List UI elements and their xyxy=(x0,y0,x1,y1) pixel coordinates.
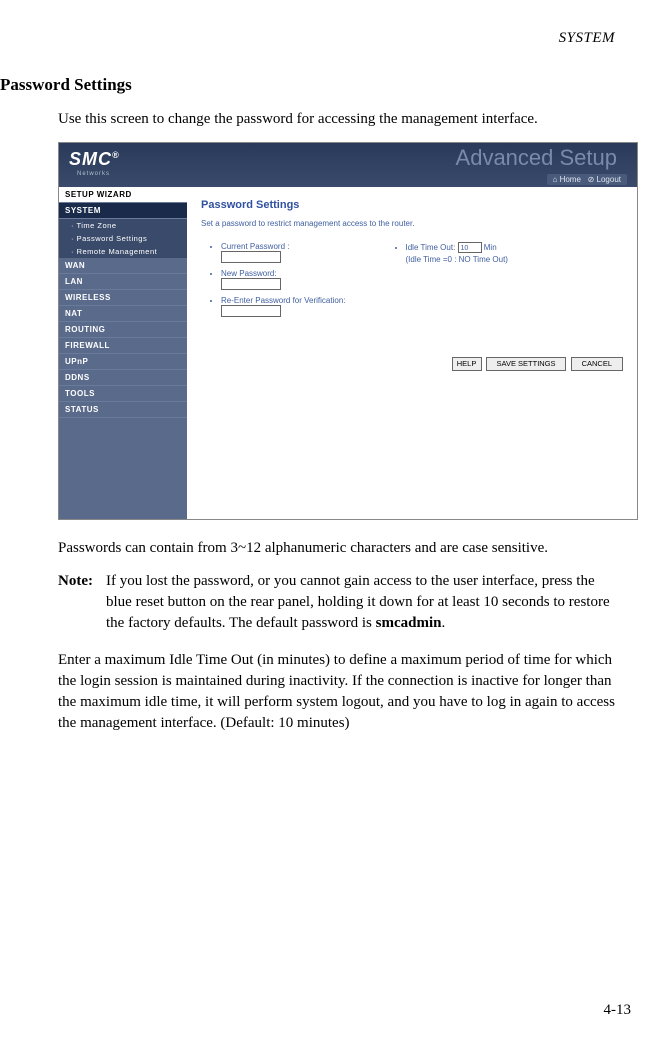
reenter-password-row: Re-Enter Password for Verification: xyxy=(221,296,346,317)
note-text: If you lost the password, or you cannot … xyxy=(106,571,615,634)
nav-setup-wizard[interactable]: SETUP WIZARD xyxy=(59,187,187,203)
nav-tools[interactable]: TOOLS xyxy=(59,386,187,402)
current-password-label: Current Password : xyxy=(221,242,289,251)
nav-wan[interactable]: WAN xyxy=(59,258,187,274)
nav-lan[interactable]: LAN xyxy=(59,274,187,290)
logout-link[interactable]: ⊘ Logout xyxy=(588,175,621,184)
sidebar-nav: SETUP WIZARD SYSTEM Time Zone Password S… xyxy=(59,187,187,520)
home-link[interactable]: ⌂ Home xyxy=(553,175,581,184)
advanced-setup-banner: Advanced Setup xyxy=(456,145,617,171)
note-block: Note: If you lost the password, or you c… xyxy=(58,571,615,634)
reenter-password-input[interactable] xyxy=(221,305,281,317)
section-title: Password Settings xyxy=(0,75,635,95)
nav-system[interactable]: SYSTEM xyxy=(59,203,187,219)
idle-timeout-input[interactable]: 10 xyxy=(458,242,482,253)
new-password-row: New Password: xyxy=(221,269,346,290)
idle-timeout-row: Idle Time Out: 10 Min (Idle Time =0 : NO… xyxy=(406,242,508,264)
nav-firewall[interactable]: FIREWALL xyxy=(59,338,187,354)
page-number: 4-13 xyxy=(604,1002,632,1019)
form-right-column: Idle Time Out: 10 Min (Idle Time =0 : NO… xyxy=(386,242,508,323)
cancel-button[interactable]: CANCEL xyxy=(571,357,623,371)
nav-time-zone[interactable]: Time Zone xyxy=(59,219,187,232)
router-screenshot: SMC® Networks Advanced Setup ⌂ Home ⊘ Lo… xyxy=(58,142,638,520)
help-button[interactable]: HELP xyxy=(452,357,482,371)
note-label: Note: xyxy=(58,571,106,634)
intro-paragraph: Use this screen to change the password f… xyxy=(58,109,615,130)
paragraph-3: Enter a maximum Idle Time Out (in minute… xyxy=(58,650,615,734)
nav-password-settings[interactable]: Password Settings xyxy=(59,232,187,245)
form-left-column: Current Password : New Password: Re-Ente… xyxy=(201,242,346,323)
page-header-right: SYSTEM xyxy=(0,30,635,47)
reenter-password-label: Re-Enter Password for Verification: xyxy=(221,296,346,305)
idle-timeout-hint: (Idle Time =0 : NO Time Out) xyxy=(406,255,508,264)
current-password-input[interactable] xyxy=(221,251,281,263)
idle-timeout-label: Idle Time Out: xyxy=(406,243,456,252)
nav-status[interactable]: STATUS xyxy=(59,402,187,418)
new-password-label: New Password: xyxy=(221,269,277,278)
smc-logo: SMC® xyxy=(69,149,120,170)
new-password-input[interactable] xyxy=(221,278,281,290)
header-links: ⌂ Home ⊘ Logout xyxy=(547,174,627,185)
smc-logo-sub: Networks xyxy=(77,171,110,177)
content-title: Password Settings xyxy=(201,199,623,211)
idle-timeout-unit: Min xyxy=(484,243,497,252)
nav-nat[interactable]: NAT xyxy=(59,306,187,322)
current-password-row: Current Password : xyxy=(221,242,346,263)
nav-routing[interactable]: ROUTING xyxy=(59,322,187,338)
nav-upnp[interactable]: UPnP xyxy=(59,354,187,370)
screenshot-header: SMC® Networks Advanced Setup ⌂ Home ⊘ Lo… xyxy=(59,143,637,187)
nav-ddns[interactable]: DDNS xyxy=(59,370,187,386)
content-panel: Password Settings Set a password to rest… xyxy=(187,187,637,520)
nav-wireless[interactable]: WIRELESS xyxy=(59,290,187,306)
default-password: smcadmin xyxy=(376,615,442,631)
nav-remote-management[interactable]: Remote Management xyxy=(59,245,187,258)
save-settings-button[interactable]: SAVE SETTINGS xyxy=(486,357,566,371)
content-description: Set a password to restrict management ac… xyxy=(201,219,623,228)
button-row: HELP SAVE SETTINGS CANCEL xyxy=(450,357,623,371)
paragraph-2: Passwords can contain from 3~12 alphanum… xyxy=(58,538,615,559)
